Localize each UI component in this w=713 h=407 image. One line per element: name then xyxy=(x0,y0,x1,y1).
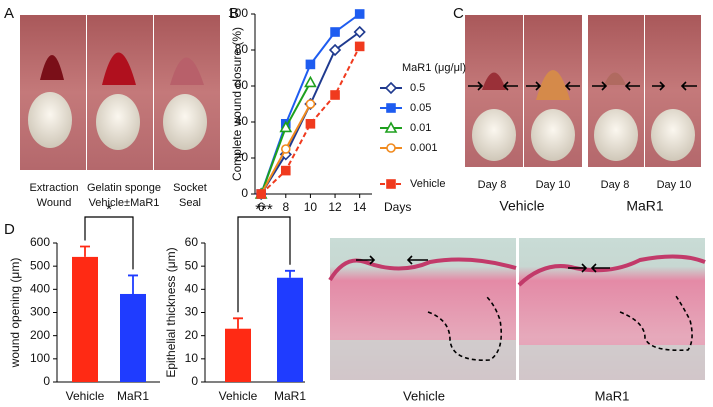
caption: Seal xyxy=(179,197,201,209)
y-tick-label: 500 xyxy=(30,258,50,272)
x-tick-label: MaR1 xyxy=(117,389,149,403)
histology-images xyxy=(328,238,706,380)
photo-strip-c xyxy=(465,15,701,167)
marker xyxy=(305,99,316,109)
y-tick-label: 30 xyxy=(185,305,199,319)
y-axis-label: wound opening (μm) xyxy=(8,258,22,369)
y-tick-label: 10 xyxy=(185,351,199,365)
legend-label: 0.5 xyxy=(410,82,425,94)
y-tick-label: 200 xyxy=(30,328,50,342)
caption: Gelatin sponge xyxy=(87,182,161,194)
error-bar xyxy=(233,317,243,329)
marker xyxy=(256,189,266,199)
y-tick-label: 40 xyxy=(185,282,199,296)
significance-bracket xyxy=(84,216,134,270)
y-tick-label: 300 xyxy=(30,305,50,319)
x-tick-label: 14 xyxy=(353,200,367,214)
y-tick-label: 100 xyxy=(228,6,248,20)
legend-label: 0.001 xyxy=(410,142,438,154)
caption: Day 8 xyxy=(478,179,507,191)
marker xyxy=(353,25,366,39)
y-axis-label: Epithelial thickness (μm) xyxy=(164,247,178,377)
marker xyxy=(330,90,340,100)
caption: Day 8 xyxy=(601,179,630,191)
panel-label: C xyxy=(453,5,464,22)
series-line xyxy=(260,31,361,195)
x-axis-label: Days xyxy=(384,200,411,214)
caption: Socket xyxy=(173,182,207,194)
group-label: MaR1 xyxy=(595,388,630,403)
caption: Day 10 xyxy=(536,179,571,191)
series-line xyxy=(260,81,312,195)
legend-title: MaR1 (μg/μl) xyxy=(402,62,466,74)
photo-strip-a xyxy=(20,15,220,170)
legend-label: 0.05 xyxy=(410,102,431,114)
y-tick-label: 100 xyxy=(30,351,50,365)
marker xyxy=(280,144,291,154)
caption: Vehicle±MaR1 xyxy=(89,197,160,209)
y-tick-label: 80 xyxy=(235,42,249,56)
bar xyxy=(72,256,98,382)
marker xyxy=(305,119,316,129)
error-bar xyxy=(80,245,90,257)
y-tick-label: 50 xyxy=(185,258,199,272)
x-tick-label: Vehicle xyxy=(219,389,258,403)
legend-label: Vehicle xyxy=(410,178,445,190)
significance: *** xyxy=(255,201,273,218)
group-label: Vehicle xyxy=(403,388,445,403)
error-bar xyxy=(128,274,138,294)
group-label: MaR1 xyxy=(626,198,664,214)
x-tick-label: MaR1 xyxy=(274,389,306,403)
y-tick-label: 0 xyxy=(43,374,50,388)
legend-marker xyxy=(386,103,396,113)
y-tick-label: 40 xyxy=(235,114,249,128)
y-tick-label: 400 xyxy=(30,282,50,296)
bar xyxy=(277,277,303,382)
marker xyxy=(280,165,291,176)
x-tick-label: 8 xyxy=(282,200,289,214)
x-tick-label: 6 xyxy=(258,200,265,214)
caption: Day 10 xyxy=(657,179,692,191)
significance: * xyxy=(106,201,112,218)
y-tick-label: 20 xyxy=(185,328,199,342)
significance-bracket xyxy=(237,216,291,313)
bar xyxy=(225,328,251,382)
marker xyxy=(305,59,316,70)
y-tick-label: 60 xyxy=(185,235,199,249)
error-bar xyxy=(285,269,295,278)
marker xyxy=(354,41,365,52)
y-tick-label: 20 xyxy=(235,150,249,164)
bar xyxy=(120,293,146,382)
marker xyxy=(354,9,365,19)
legend-marker xyxy=(384,121,398,133)
x-tick-label: 10 xyxy=(304,200,318,214)
y-axis-label: Complete wound closure (%) xyxy=(230,27,244,181)
legend-marker xyxy=(386,143,396,153)
legend-marker xyxy=(386,179,396,189)
y-tick-label: 0 xyxy=(241,186,248,200)
caption: Wound xyxy=(37,197,72,209)
x-tick-label: Vehicle xyxy=(66,389,105,403)
panel-label: D xyxy=(4,221,15,238)
group-label: Vehicle xyxy=(499,198,544,214)
y-tick-label: 60 xyxy=(235,78,249,92)
panel-label: B xyxy=(229,5,239,22)
legend-marker xyxy=(384,81,398,95)
legend-label: 0.01 xyxy=(410,122,431,134)
y-tick-label: 0 xyxy=(191,374,198,388)
marker xyxy=(279,120,293,133)
panel-label: A xyxy=(4,5,14,22)
marker xyxy=(304,75,317,88)
x-tick-label: 12 xyxy=(328,200,342,214)
marker xyxy=(328,43,342,57)
marker xyxy=(330,27,340,37)
y-tick-label: 600 xyxy=(30,235,50,249)
caption: Extraction xyxy=(30,182,79,194)
